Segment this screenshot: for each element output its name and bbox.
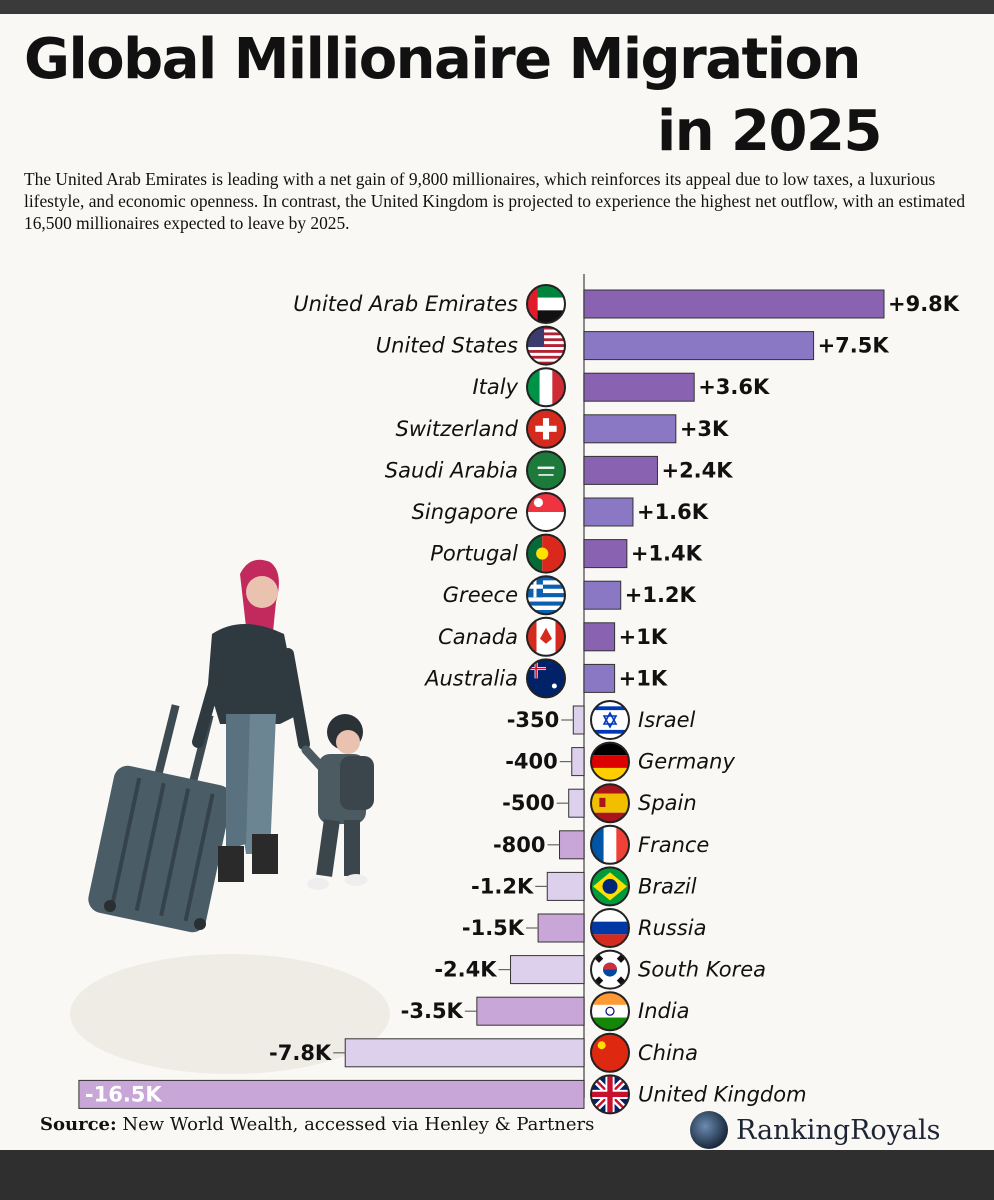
category-label: Portugal — [430, 542, 518, 566]
category-label: China — [638, 1041, 698, 1065]
value-label: -500 — [502, 791, 555, 815]
bar — [344, 1038, 585, 1068]
infographic-card: Global Millionaire Migration in 2025 The… — [0, 14, 994, 1150]
bottom-bar — [0, 1150, 994, 1200]
bar — [78, 1079, 585, 1109]
category-label: Saudi Arabia — [385, 458, 518, 482]
bar — [583, 414, 677, 444]
india-flag-icon — [590, 991, 630, 1032]
bar — [571, 747, 585, 777]
saudi-arabia-flag-icon — [526, 450, 566, 491]
bar — [583, 663, 616, 693]
brand-name: RankingRoyals — [736, 1114, 941, 1146]
source-note: Source: New World Wealth, accessed via H… — [40, 1114, 594, 1135]
subtitle: The United Arab Emirates is leading with… — [24, 169, 966, 233]
bar — [583, 622, 616, 652]
italy-flag-icon — [526, 367, 566, 408]
category-label: Brazil — [638, 874, 697, 898]
russia-flag-icon — [590, 908, 630, 948]
uae-flag-icon — [526, 284, 566, 324]
bar — [510, 955, 585, 985]
category-label: Israel — [638, 708, 696, 732]
value-label: +1.6K — [637, 500, 709, 524]
value-label: +3K — [680, 417, 729, 441]
bar — [546, 871, 585, 901]
portugal-flag-icon — [526, 533, 566, 574]
bar — [568, 788, 585, 818]
bar — [583, 331, 815, 361]
usa-flag-icon — [526, 325, 566, 366]
switzerland-flag-icon — [526, 408, 566, 449]
value-label: +9.8K — [888, 292, 960, 316]
bar — [583, 289, 885, 319]
value-label: +1.4K — [631, 542, 703, 566]
canada-flag-icon — [526, 616, 566, 657]
title-line-1: Global Millionaire Migration — [24, 27, 861, 92]
value-label: -2.4K — [434, 958, 497, 982]
south-korea-flag-icon — [590, 949, 630, 990]
category-label: United States — [376, 334, 518, 358]
value-label: -1.2K — [471, 874, 534, 898]
category-label: Singapore — [412, 500, 518, 524]
title-line-2: in 2025 — [657, 99, 882, 164]
value-label: -16.5K — [85, 1082, 163, 1106]
value-label: -1.5K — [462, 916, 525, 940]
value-label: +7.5K — [818, 334, 890, 358]
category-label: Russia — [638, 916, 707, 940]
category-label: Spain — [638, 791, 697, 815]
bar — [583, 372, 695, 402]
israel-flag-icon — [590, 700, 630, 740]
value-label: +3.6K — [698, 375, 770, 399]
category-label: Australia — [423, 666, 518, 690]
category-label: Italy — [472, 375, 518, 399]
bar — [476, 996, 585, 1026]
value-label: +1.2K — [625, 583, 697, 607]
china-flag-icon — [590, 1032, 630, 1073]
bar — [583, 497, 634, 527]
category-label: Switzerland — [396, 417, 519, 441]
category-label: France — [638, 833, 709, 857]
value-label: -3.5K — [401, 999, 464, 1023]
top-bar — [0, 0, 994, 14]
bar — [537, 913, 585, 943]
source-text: New World Wealth, accessed via Henley & … — [122, 1114, 595, 1135]
traveler-illustration — [70, 559, 390, 1074]
bar — [583, 539, 628, 569]
value-label: -7.8K — [269, 1041, 332, 1065]
greece-flag-icon — [526, 575, 566, 616]
globe-icon — [690, 1111, 728, 1149]
france-flag-icon — [590, 824, 630, 865]
category-label: India — [638, 999, 690, 1023]
brand-logo: RankingRoyals — [690, 1110, 941, 1150]
category-label: United Kingdom — [638, 1082, 807, 1106]
value-label: -800 — [493, 833, 546, 857]
value-label: -350 — [507, 708, 560, 732]
category-label: Greece — [443, 583, 518, 607]
australia-flag-icon — [526, 658, 566, 699]
brazil-flag-icon — [590, 866, 630, 907]
value-label: +1K — [619, 625, 668, 649]
bar — [559, 830, 585, 860]
uk-flag-icon — [590, 1074, 630, 1115]
singapore-flag-icon — [526, 492, 566, 532]
category-label: Germany — [638, 750, 735, 774]
bar — [583, 580, 622, 610]
value-label: +1K — [619, 666, 668, 690]
bar — [583, 455, 658, 485]
value-label: +2.4K — [661, 458, 733, 482]
spain-flag-icon — [590, 783, 630, 824]
source-label: Source: — [40, 1114, 117, 1135]
bar — [572, 705, 585, 735]
bar-chart: United Arab Emirates +9.8K United States +7… — [70, 274, 960, 1115]
category-label: Canada — [438, 625, 518, 649]
germany-flag-icon — [590, 741, 630, 782]
category-label: United Arab Emirates — [293, 292, 518, 316]
value-label: -400 — [505, 750, 558, 774]
category-label: South Korea — [638, 958, 766, 982]
